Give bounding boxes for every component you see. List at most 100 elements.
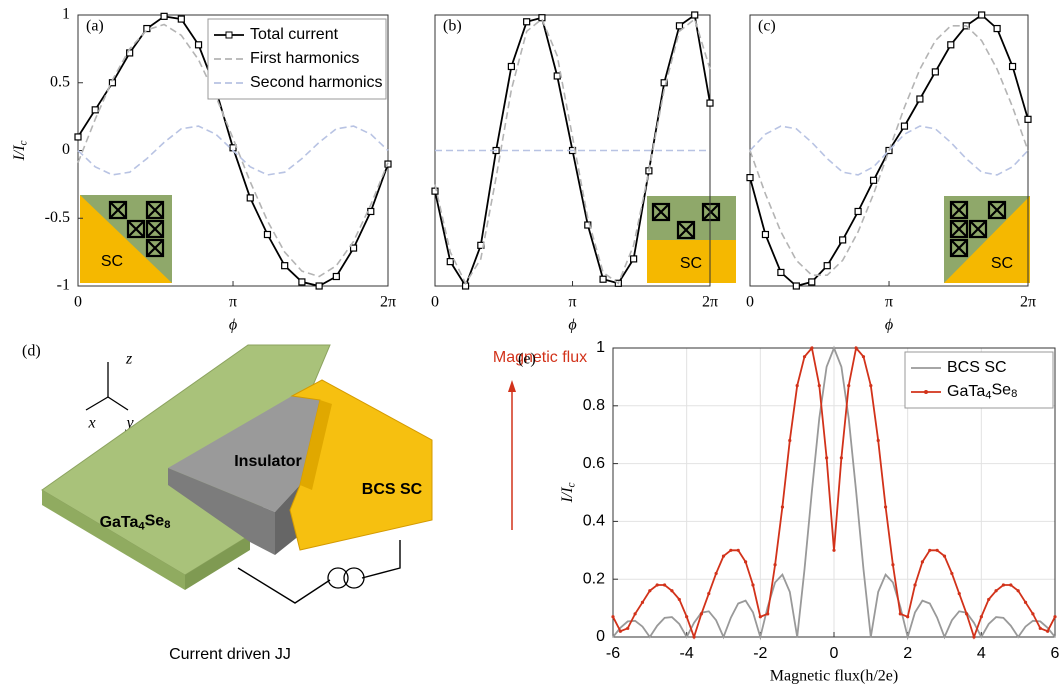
marker [1016,589,1020,593]
y-tick-label: 0.6 [583,455,605,472]
y-tick-label: 0.8 [583,397,605,414]
y-tick-label: 0 [596,628,605,645]
marker [965,612,969,616]
marker [298,278,306,286]
marker [823,262,831,270]
marker [507,62,515,71]
axis-label: y [124,415,134,432]
x-tick-label: 2π [380,294,396,311]
marker [891,563,895,567]
x-tick-label: π [229,294,237,311]
marker [655,583,659,587]
panel-label: (d) [22,343,41,360]
marker [876,438,880,443]
x-axis-label: ϕ [229,317,237,334]
marker [685,615,689,619]
marker [177,15,185,23]
marker [691,11,699,19]
marker [1046,629,1050,633]
junction-diagram: (d) z x y Magnetic flux Insulator BCS SC… [22,343,587,664]
marker [367,207,375,216]
marker [194,41,203,49]
marker [126,49,134,57]
marker [950,571,954,576]
marker [898,612,902,616]
series-line [612,345,1056,641]
y-tick-label: 0.4 [583,513,605,530]
marker [928,548,932,552]
marker [1053,615,1057,619]
marker [699,612,704,616]
marker [839,236,847,244]
series-line [77,125,389,176]
marker [773,563,777,567]
x-axis-label: ϕ [568,317,576,334]
marker [692,635,696,639]
marker [263,230,272,239]
marker [947,41,955,49]
marker [808,278,816,286]
axis-label: z [125,351,133,368]
x-tick-label: 0 [74,294,82,311]
marker [1023,600,1028,604]
marker [839,456,843,460]
marker [861,355,866,359]
x-tick-label: 0 [746,294,754,311]
marker [1008,62,1017,71]
material-label: GaTa4Se8 [100,513,171,533]
marker [906,615,910,619]
inset-label: SC [991,255,1013,272]
x-tick-label: -6 [606,645,620,662]
series-line [749,24,1029,277]
panel-label: (a) [86,18,104,35]
marker [993,24,1001,33]
marker [714,571,718,576]
x-tick-label: 2π [702,294,718,311]
marker [630,255,638,263]
marker [935,548,939,552]
series-line [749,125,1029,176]
marker [854,207,862,216]
marker [431,187,439,195]
marker [599,275,607,283]
x-tick-label: π [885,294,893,311]
marker [246,194,254,202]
marker [523,18,531,26]
marker [648,589,652,593]
marker [788,438,792,443]
legend-label: BCS SC [947,359,1007,376]
marker [160,12,168,20]
marker [315,282,323,290]
marker [994,589,998,593]
marker [817,383,821,388]
marker [810,346,814,350]
marker [706,99,714,107]
marker [721,554,726,558]
marker [707,592,711,596]
marker [942,554,947,558]
marker [281,262,289,270]
inset-label: SC [101,253,123,270]
legend-label: GaTa4Se8 [947,382,1017,402]
legend-marker [225,31,233,39]
x-axis-label: ϕ [885,317,893,334]
x-tick-label: 2 [903,645,912,662]
series-line [77,23,389,278]
inset-a: SC [80,195,172,283]
marker [660,79,668,87]
marker [792,282,800,290]
marker [1024,115,1032,123]
legend-label: Total current [250,26,339,43]
marker [847,383,851,388]
legend-box [904,351,1054,409]
marker [869,176,878,184]
marker [900,122,909,130]
x-tick-label: 0 [830,645,839,662]
marker [143,24,151,33]
panel-label: (c) [758,18,776,35]
insulator-label: Insulator [234,453,302,470]
marker [670,589,674,593]
marker [618,629,622,633]
axis-label: x [87,415,95,432]
